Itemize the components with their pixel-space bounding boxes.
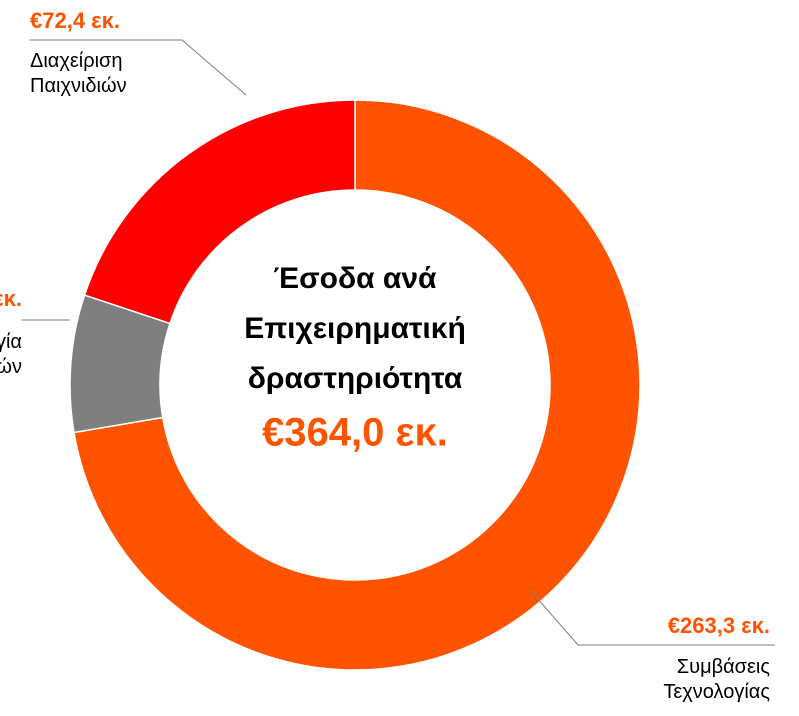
leader-line — [30, 39, 247, 96]
category-label: Λοιπή τεχνολογίαΠαιχνιδιών — [0, 331, 22, 378]
donut-segment — [73, 99, 641, 671]
data-label: €28,3 εκ. — [0, 286, 22, 311]
chart-title: Έσοδα ανά Επιχειρηματική δραστηριότητα — [244, 262, 466, 395]
category-label: Συμβάσεις Τεχνολογίας — [663, 656, 770, 703]
donut-segment — [83, 99, 356, 325]
data-label: €263,3 εκ. — [668, 613, 770, 638]
leader-line — [529, 589, 775, 646]
category-label: Διαχείριση Παιχνιδιών — [30, 50, 127, 97]
total-label: €364,0 εκ. — [262, 411, 448, 455]
data-label: €72,4 εκ. — [30, 8, 120, 33]
